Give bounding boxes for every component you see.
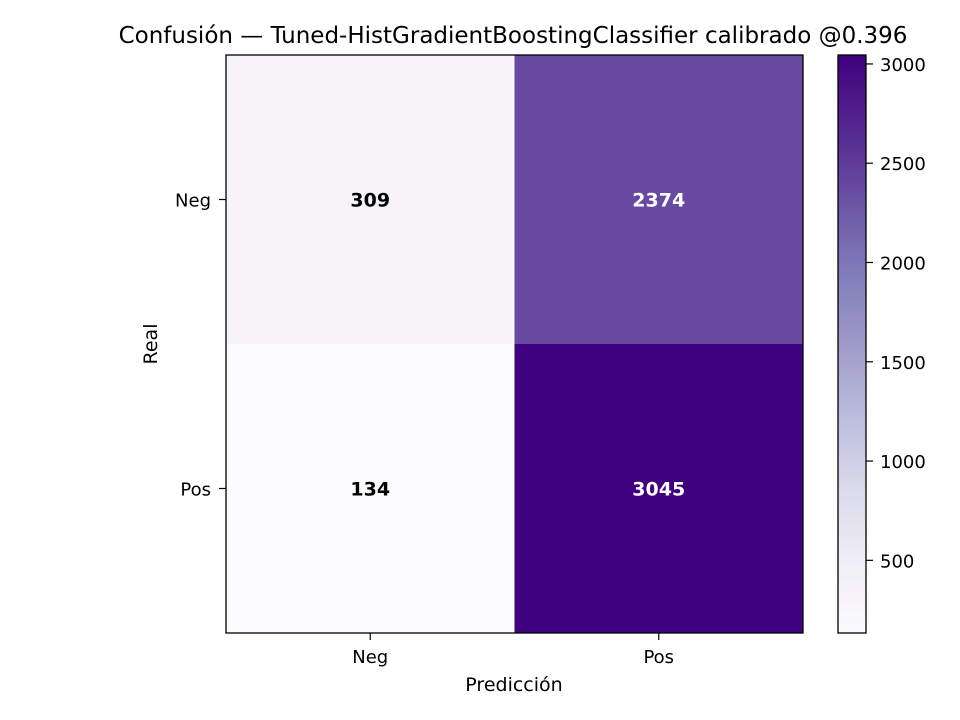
cell-value-label: 2374 — [632, 190, 685, 212]
colorbar-tick-label: 2500 — [880, 154, 926, 175]
x-axis-label: Predicción — [465, 674, 562, 696]
cell-value-label: 134 — [350, 479, 390, 501]
heatmap-cell — [226, 55, 515, 345]
y-axis-ticks: Neg Pos — [175, 191, 226, 501]
colorbar-tick-label: 500 — [880, 551, 914, 572]
colorbar-tick-label: 1000 — [880, 452, 926, 473]
x-tick-label: Pos — [643, 647, 674, 668]
cell-value-label: 309 — [350, 190, 390, 212]
colorbar-ticks: 500 1000 1500 2000 2500 3000 — [866, 55, 926, 572]
colorbar-gradient — [838, 55, 866, 633]
heatmap-cell — [514, 344, 804, 634]
colorbar-tick-label: 1500 — [880, 353, 926, 374]
chart-title: Confusión — Tuned-HistGradientBoostingCl… — [119, 23, 908, 49]
colorbar-tick-label: 2000 — [880, 253, 926, 274]
plot-frame — [225, 54, 804, 634]
colorbar-tick-label: 3000 — [880, 55, 926, 76]
colorbar-frame — [837, 54, 867, 634]
x-tick-label: Neg — [352, 647, 388, 668]
heatmap-cell — [514, 55, 804, 345]
y-axis-label: Real — [140, 324, 162, 365]
heatmap-cells — [226, 55, 804, 634]
x-axis-ticks: Neg Pos — [352, 633, 674, 668]
cell-value-label: 3045 — [632, 479, 685, 501]
colorbar: 500 1000 1500 2000 2500 3000 — [837, 54, 926, 634]
heatmap-cell-labels: 309 2374 134 3045 — [350, 190, 685, 501]
y-tick-label: Neg — [175, 191, 211, 212]
y-tick-label: Pos — [180, 480, 211, 501]
heatmap-cell — [226, 344, 515, 634]
